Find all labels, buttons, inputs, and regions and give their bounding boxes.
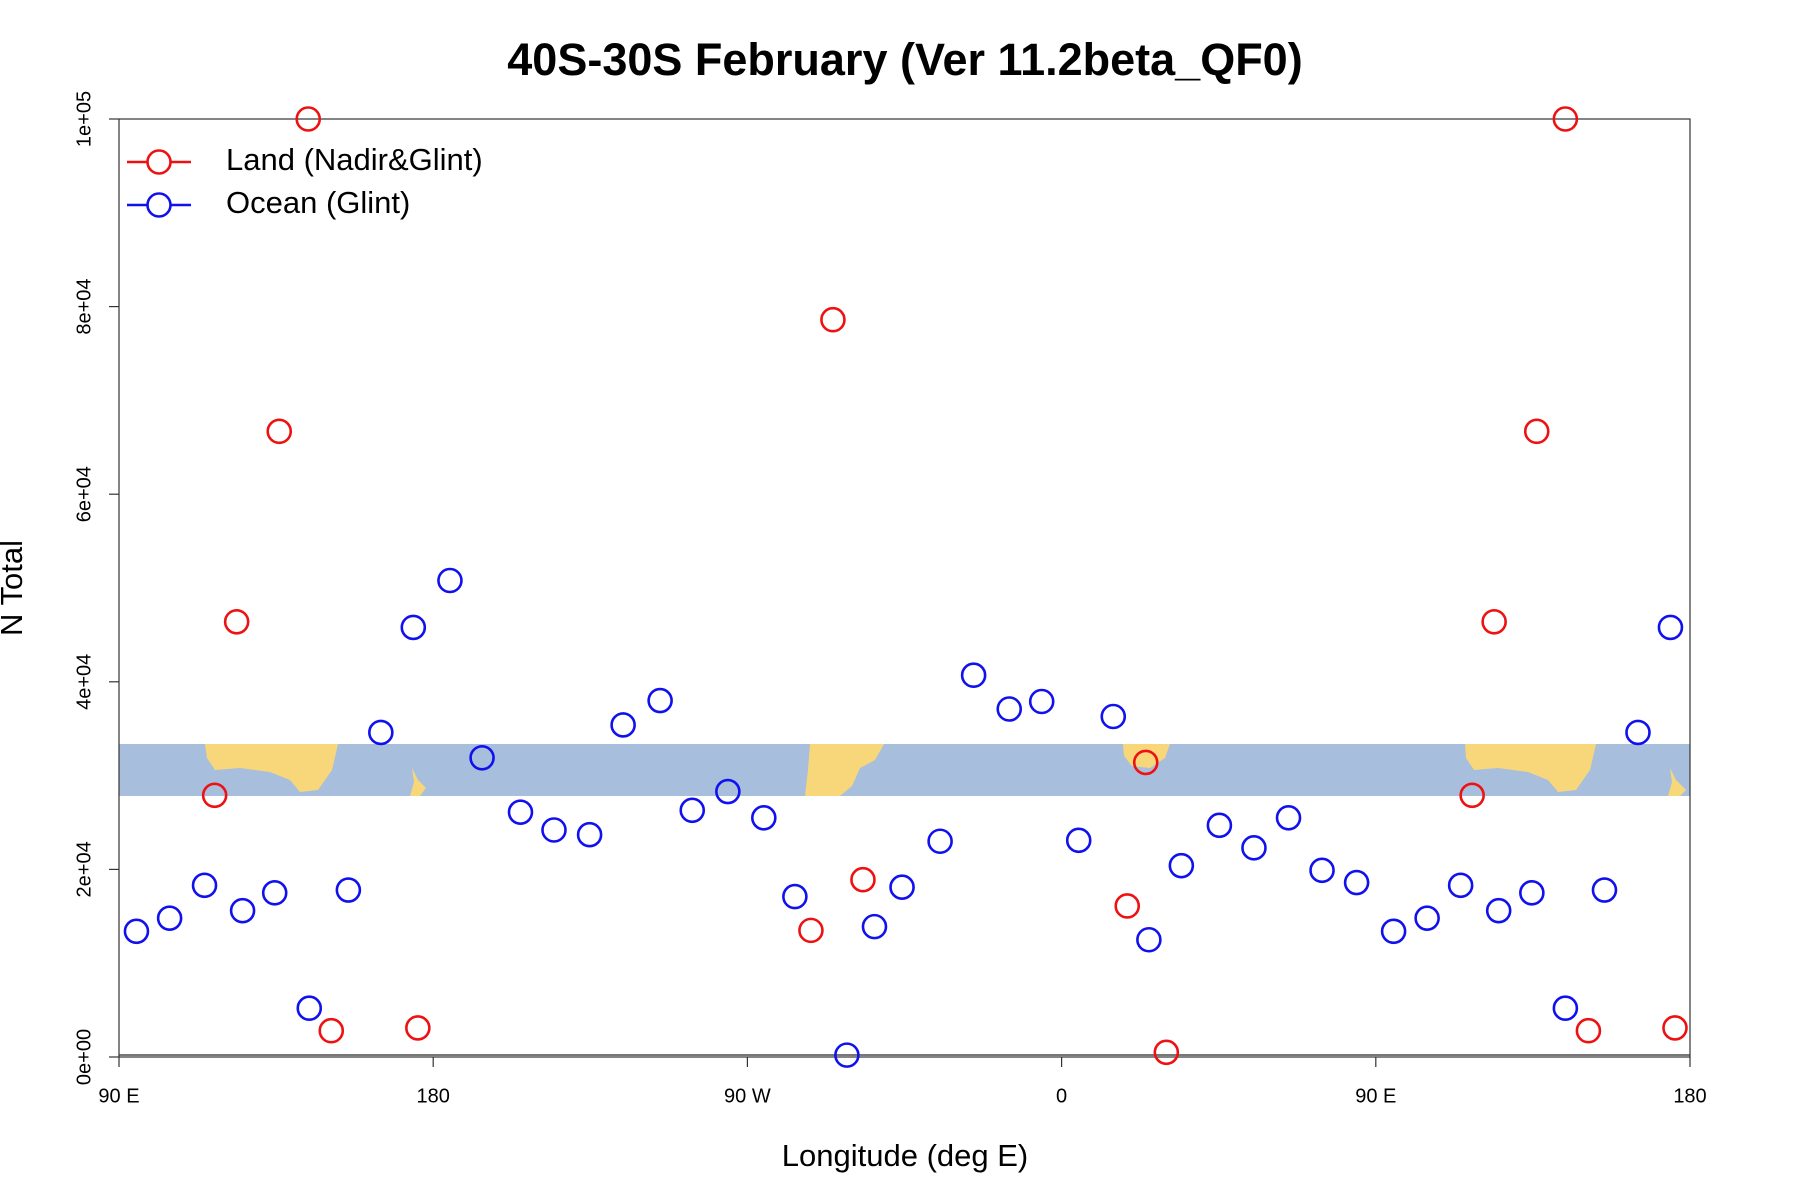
- map-strip: [119, 744, 1690, 796]
- ocean-band: [119, 744, 1690, 796]
- data-point: [927, 828, 953, 855]
- data-point: [610, 712, 636, 738]
- y-tick-label: 8e+04: [73, 279, 95, 335]
- data-point: [1100, 703, 1127, 730]
- data-point: [400, 614, 427, 641]
- data-point: [889, 874, 915, 901]
- plot-frame: [118, 118, 1691, 1058]
- data-point: [541, 817, 567, 843]
- data-point: [229, 897, 256, 924]
- data-point: [996, 696, 1023, 722]
- data-point: [1485, 897, 1512, 924]
- x-tick-label: 0: [1056, 1085, 1067, 1107]
- data-point: [1065, 827, 1092, 854]
- x-axis-title: Longitude (deg E): [782, 1138, 1028, 1173]
- data-point: [266, 418, 293, 445]
- y-tick-label: 4e+04: [73, 654, 95, 710]
- legend-label: Land (Nadir&Glint): [226, 142, 483, 177]
- data-point: [1552, 995, 1579, 1022]
- y-tick-label: 1e+05: [73, 91, 95, 147]
- x-tick-label: 90 E: [98, 1085, 139, 1107]
- data-point: [123, 918, 150, 945]
- data-point: [834, 1042, 860, 1068]
- data-point: [1591, 877, 1618, 903]
- data-point: [405, 1015, 431, 1041]
- data-point: [335, 877, 362, 903]
- y-tick-label: 6e+04: [73, 466, 95, 522]
- x-tick-label: 90 E: [1355, 1085, 1396, 1107]
- land-shape: [805, 744, 884, 796]
- data-point: [295, 106, 322, 132]
- data-point: [1206, 812, 1233, 839]
- data-point: [1309, 857, 1335, 884]
- data-point: [1552, 106, 1579, 132]
- data-point: [782, 883, 808, 910]
- chart-title: 40S-30S February (Ver 11.2beta_QF0): [507, 34, 1302, 85]
- data-point: [1380, 918, 1407, 945]
- data-point: [1523, 418, 1550, 445]
- data-point: [261, 880, 288, 906]
- legend-marker: [146, 149, 172, 175]
- data-point: [1168, 852, 1195, 879]
- land-shape: [1668, 768, 1686, 796]
- data-point: [861, 913, 888, 940]
- data-point: [1132, 749, 1159, 776]
- data-point: [1625, 719, 1651, 746]
- data-point: [850, 866, 876, 893]
- land-shape: [1465, 744, 1596, 792]
- data-point: [296, 995, 323, 1022]
- data-point: [820, 306, 846, 333]
- data-point: [576, 821, 603, 848]
- data-point: [679, 797, 706, 824]
- data-point: [647, 687, 673, 714]
- data-point: [1343, 869, 1370, 896]
- data-point: [715, 778, 741, 805]
- y-tick-label: 2e+04: [73, 841, 95, 897]
- data-point: [437, 567, 463, 594]
- data-point: [1414, 905, 1440, 931]
- data-point: [798, 917, 824, 944]
- data-point: [156, 905, 183, 931]
- data-point: [223, 608, 250, 635]
- land-shape: [410, 768, 426, 796]
- x-tick-label: 180: [417, 1085, 450, 1107]
- y-axis-title: N Total: [0, 540, 29, 636]
- legend-marker: [146, 192, 172, 218]
- data-point: [1275, 805, 1302, 831]
- data-point: [191, 872, 218, 899]
- data-point: [1028, 688, 1055, 715]
- data-point: [1519, 880, 1545, 906]
- data-point: [469, 744, 495, 771]
- x-tick-label: 180: [1673, 1085, 1706, 1107]
- land-shape: [205, 744, 338, 792]
- data-point: [1657, 614, 1684, 641]
- data-point: [1114, 893, 1141, 919]
- data-point: [507, 799, 534, 825]
- data-point: [1447, 872, 1474, 899]
- data-point: [1241, 835, 1267, 861]
- data-point: [1459, 782, 1485, 809]
- data-point: [1136, 926, 1162, 953]
- data-point: [960, 662, 987, 689]
- data-point: [201, 782, 228, 809]
- data-point: [1153, 1039, 1180, 1066]
- x-tick-label: 90 W: [724, 1085, 771, 1107]
- data-point: [318, 1017, 345, 1044]
- data-point: [1662, 1015, 1688, 1041]
- legend-label: Ocean (Glint): [226, 185, 410, 220]
- data-point: [1575, 1017, 1602, 1044]
- y-tick-label: 0e+00: [73, 1029, 95, 1085]
- data-point: [1481, 608, 1507, 635]
- data-point: [368, 719, 394, 746]
- data-point: [751, 805, 777, 831]
